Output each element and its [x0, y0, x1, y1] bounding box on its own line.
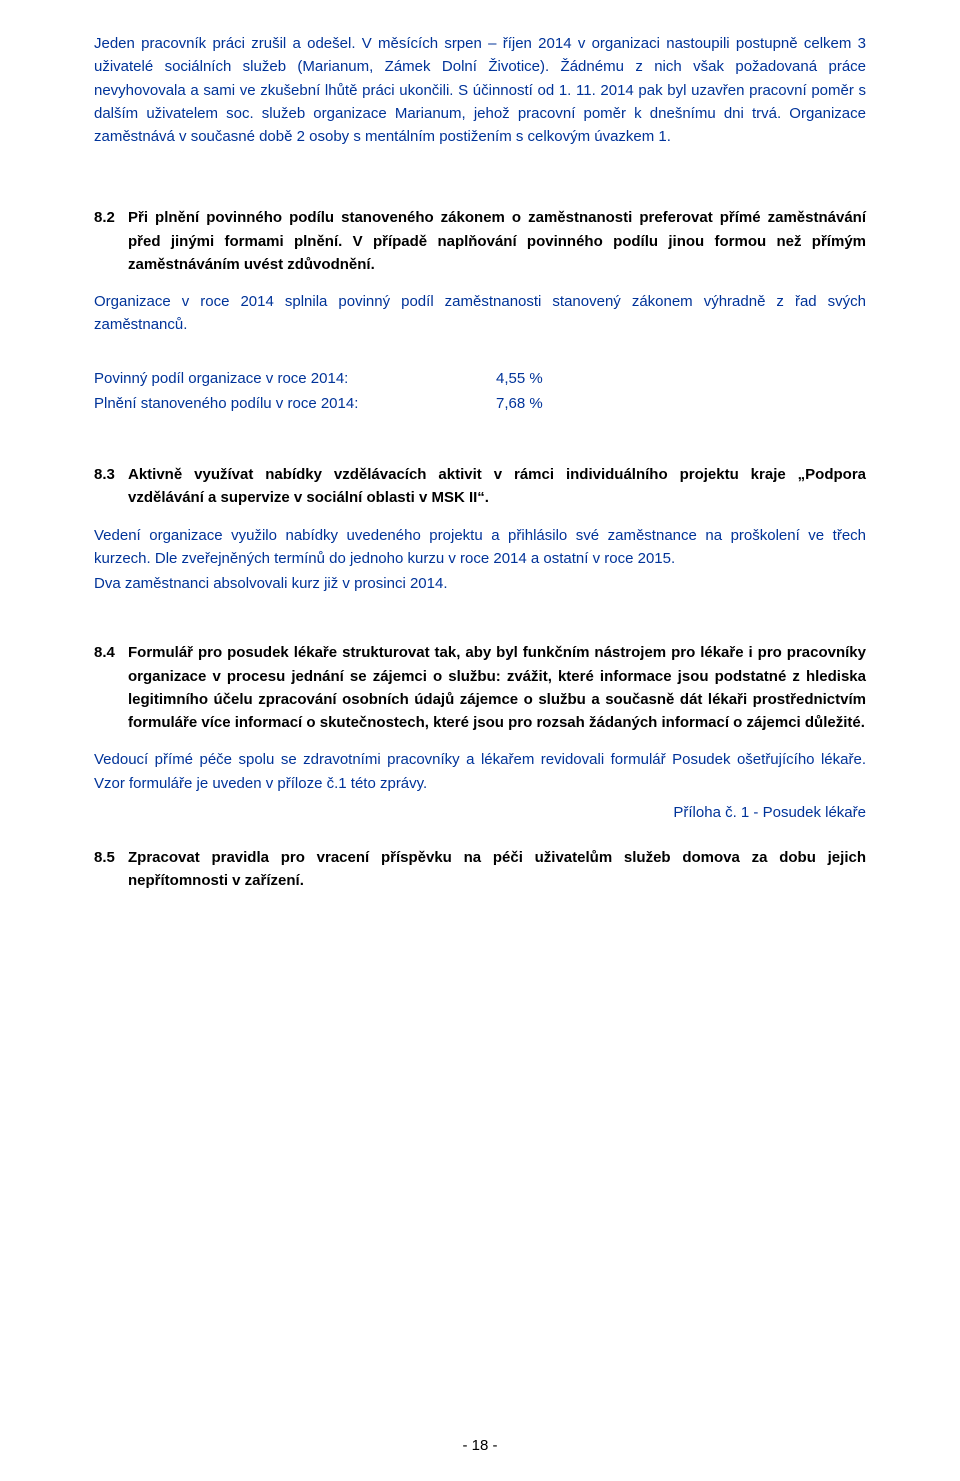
heading-8-5-text: Zpracovat pravidla pro vracení příspěvku… [128, 846, 866, 893]
heading-8-3: 8.3 Aktivně využívat nabídky vzdělávacíc… [94, 463, 866, 510]
heading-8-4-number: 8.4 [94, 641, 128, 734]
percent-label: Plnění stanoveného podílu v roce 2014: [94, 392, 496, 415]
heading-8-3-text: Aktivně využívat nabídky vzdělávacích ak… [128, 463, 866, 510]
heading-8-2-number: 8.2 [94, 206, 128, 276]
percent-row: Plnění stanoveného podílu v roce 2014: 7… [94, 392, 866, 415]
paragraph-intro: Jeden pracovník práci zrušil a odešel. V… [94, 32, 866, 148]
attachment-8-4: Příloha č. 1 - Posudek lékaře [94, 801, 866, 824]
heading-8-3-number: 8.3 [94, 463, 128, 510]
heading-8-2-text: Při plnění povinného podílu stanoveného … [128, 206, 866, 276]
body-8-3a: Vedení organizace využilo nabídky uveden… [94, 524, 866, 571]
body-8-4: Vedoucí přímé péče spolu se zdravotními … [94, 748, 866, 795]
heading-8-2: 8.2 Při plnění povinného podílu stanoven… [94, 206, 866, 276]
percent-row: Povinný podíl organizace v roce 2014: 4,… [94, 367, 866, 390]
percent-value: 7,68 % [496, 392, 543, 415]
heading-8-4: 8.4 Formulář pro posudek lékaře struktur… [94, 641, 866, 734]
heading-8-5: 8.5 Zpracovat pravidla pro vracení přísp… [94, 846, 866, 893]
page-number: - 18 - [0, 1434, 960, 1457]
body-8-2: Organizace v roce 2014 splnila povinný p… [94, 290, 866, 337]
percent-value: 4,55 % [496, 367, 543, 390]
percent-table: Povinný podíl organizace v roce 2014: 4,… [94, 367, 866, 416]
percent-label: Povinný podíl organizace v roce 2014: [94, 367, 496, 390]
heading-8-4-text: Formulář pro posudek lékaře strukturovat… [128, 641, 866, 734]
heading-8-5-number: 8.5 [94, 846, 128, 893]
body-8-3b: Dva zaměstnanci absolvovali kurz již v p… [94, 572, 866, 595]
